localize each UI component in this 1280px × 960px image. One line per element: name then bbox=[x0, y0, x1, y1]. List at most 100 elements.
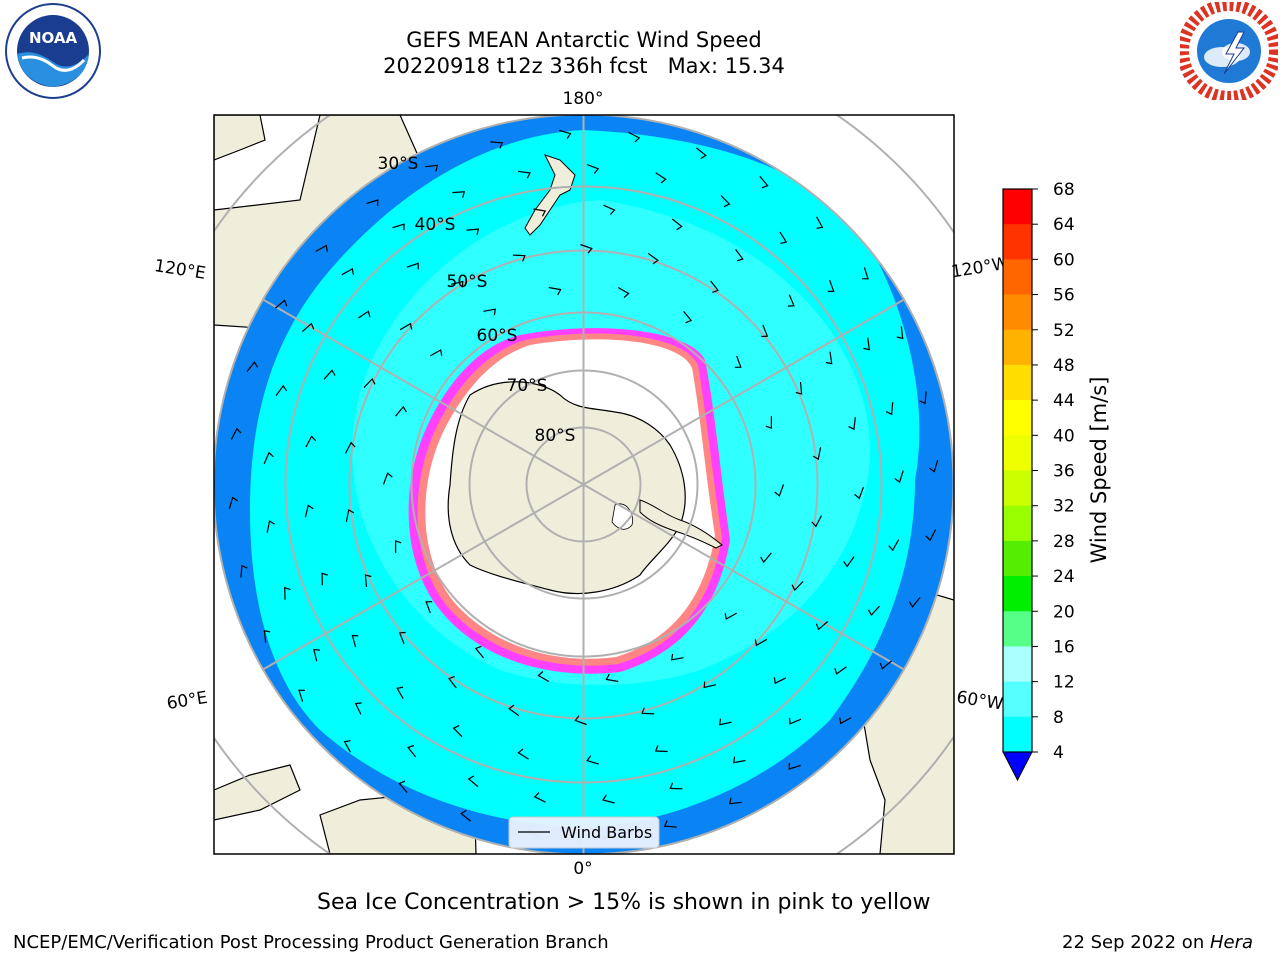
wind-barb bbox=[863, 337, 871, 351]
wind-barb bbox=[302, 322, 315, 333]
wind-barb bbox=[791, 580, 804, 592]
sea-ice-caption: Sea Ice Concentration > 15% is shown in … bbox=[317, 890, 931, 915]
wind-barb bbox=[861, 267, 869, 280]
antarctica-land bbox=[447, 381, 686, 595]
wind-barb bbox=[663, 820, 677, 828]
colorbar-tick-label: 52 bbox=[1053, 321, 1075, 341]
wind-barb bbox=[474, 645, 484, 659]
wind-barb bbox=[580, 243, 593, 254]
wind-barb bbox=[533, 792, 546, 803]
wind-barbs bbox=[228, 129, 939, 840]
wind-barb bbox=[398, 780, 408, 793]
wind-barb bbox=[518, 170, 531, 179]
wind-barb bbox=[358, 310, 371, 319]
wind-barb bbox=[734, 355, 742, 368]
wind-barb bbox=[919, 391, 927, 405]
wind-barb bbox=[867, 605, 880, 617]
wind-barb bbox=[779, 231, 788, 244]
wind-barb bbox=[396, 686, 404, 699]
colorbar-segment bbox=[1003, 505, 1032, 542]
wind-barb bbox=[879, 660, 892, 670]
wind-barb bbox=[574, 715, 587, 726]
colorbar-tick-label: 56 bbox=[1053, 286, 1075, 306]
wind-barb bbox=[323, 369, 336, 380]
wind-barb bbox=[395, 540, 402, 553]
wind-barb bbox=[773, 677, 787, 685]
colorbar-segment bbox=[1003, 189, 1032, 225]
map-subtitle: 20220918 t12z 336h fcst Max: 15.34 bbox=[383, 54, 785, 78]
wind-barb bbox=[558, 129, 572, 139]
legend-label: Wind Barbs bbox=[561, 823, 652, 842]
meridian-label-60w: 60°W bbox=[955, 687, 1005, 714]
colorbar-segment bbox=[1003, 364, 1032, 401]
parallel-label-70s: 70°S bbox=[507, 376, 548, 396]
wind-barb bbox=[815, 621, 829, 631]
wind-barb bbox=[896, 326, 904, 340]
colorbar-tick-label: 64 bbox=[1053, 215, 1075, 235]
colorbar-tick-label: 16 bbox=[1053, 637, 1075, 657]
wind-barb bbox=[451, 280, 464, 288]
map-title: GEFS MEAN Antarctic Wind Speed bbox=[406, 28, 762, 52]
wind-barb bbox=[825, 351, 833, 365]
wind-barb bbox=[760, 552, 772, 564]
wind-barb bbox=[343, 740, 351, 753]
colorbar-segment bbox=[1003, 329, 1032, 366]
footer-host: Hera bbox=[1209, 932, 1253, 953]
colorbar-tick-label: 12 bbox=[1053, 673, 1075, 693]
noaa-logo-text: NOAA bbox=[29, 29, 78, 47]
wind-barb bbox=[533, 208, 547, 217]
wind-barb bbox=[761, 324, 769, 338]
wind-barb bbox=[671, 218, 683, 231]
colorbar-tick-label: 28 bbox=[1053, 532, 1075, 552]
colorbar-tick-label: 8 bbox=[1053, 708, 1064, 728]
colorbar-segment bbox=[1003, 294, 1032, 331]
wind-barb bbox=[399, 322, 413, 331]
wind-barb bbox=[795, 381, 803, 395]
wind-barb bbox=[298, 689, 306, 702]
wind-barb bbox=[586, 755, 599, 765]
antarctic-peninsula bbox=[639, 499, 723, 549]
wind-barb bbox=[718, 718, 732, 726]
wind-barb bbox=[230, 427, 242, 440]
wind-barb bbox=[754, 638, 768, 647]
wind-barb bbox=[363, 377, 376, 389]
wind-barb bbox=[321, 572, 328, 586]
wind-barb bbox=[724, 612, 737, 620]
colorbar-tick-label: 24 bbox=[1053, 567, 1075, 587]
meridian-label-0: 0° bbox=[573, 859, 592, 879]
wind-barb bbox=[512, 254, 526, 262]
wind-barb bbox=[364, 574, 372, 588]
wind-barb bbox=[894, 470, 904, 484]
parallel-label-40s: 40°S bbox=[415, 215, 456, 235]
wind-barb bbox=[888, 539, 900, 552]
wind-barb bbox=[788, 762, 801, 770]
wind-barb bbox=[669, 782, 683, 790]
parallel-label-80s: 80°S bbox=[535, 426, 576, 446]
colorbar-tick-label: 4 bbox=[1053, 743, 1064, 763]
wind-barb bbox=[240, 564, 248, 578]
nws-logo bbox=[1180, 2, 1278, 100]
wind-barb bbox=[854, 486, 865, 500]
colorbar-tick-label: 32 bbox=[1053, 497, 1075, 517]
colorbar-segment bbox=[1003, 400, 1032, 436]
wind-barb bbox=[452, 191, 466, 198]
wind-barb bbox=[787, 294, 795, 307]
wind-barb bbox=[263, 629, 271, 643]
wind-barb bbox=[407, 744, 417, 758]
wind-barb bbox=[696, 147, 707, 160]
colorbar-segment bbox=[1003, 435, 1032, 471]
colorbar-segment bbox=[1003, 576, 1032, 612]
wind-barb bbox=[548, 286, 562, 296]
parallel-label-60s: 60°S bbox=[477, 326, 518, 346]
wind-barb bbox=[605, 673, 619, 683]
wind-barb bbox=[848, 417, 856, 431]
wind-barb bbox=[351, 634, 359, 648]
wind-barb bbox=[266, 520, 275, 533]
colorbar-segment bbox=[1003, 224, 1032, 260]
wind-barb bbox=[398, 631, 406, 645]
wind-barb bbox=[647, 252, 659, 265]
colorbar-segment bbox=[1003, 611, 1032, 647]
wind-barb bbox=[341, 267, 354, 276]
wind-barb bbox=[275, 384, 288, 396]
